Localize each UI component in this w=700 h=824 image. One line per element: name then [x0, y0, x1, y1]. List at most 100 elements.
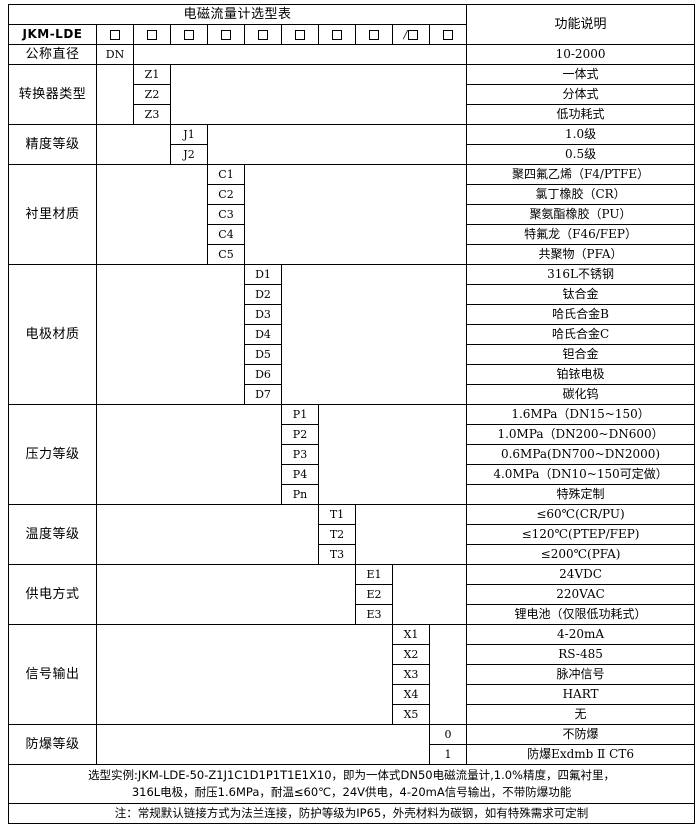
description-cell-10-1: 不防爆: [466, 724, 696, 745]
model-code-checkbox-8[interactable]: [355, 24, 393, 45]
model-code-checkbox-10[interactable]: [428, 24, 468, 45]
description-cell-7-1: ≤60℃(CR/PU): [466, 504, 696, 525]
group-label-4: 衬里材质: [8, 164, 97, 265]
code-cell-4-4[interactable]: C4: [207, 224, 245, 245]
code-cell-8-3[interactable]: E3: [355, 604, 393, 625]
table-row: 转换器类型 Z1 一体式: [8, 64, 696, 125]
code-cell-9-2[interactable]: X2: [392, 644, 430, 665]
table-row: 衬里材质 C1 聚四氟乙烯（F4/PTFE）: [8, 164, 696, 265]
code-cell-9-4[interactable]: X4: [392, 684, 430, 705]
code-cell-9-5[interactable]: X5: [392, 704, 430, 725]
spacer-left-2: [96, 64, 134, 125]
description-cell-6-2: 1.0MPa（DN200~DN600）: [466, 424, 696, 445]
selection-example: 选型实例:JKM-LDE-50-Z1J1C1D1P1T1E1X10，即为一体式D…: [7, 764, 696, 804]
code-cell-6-3[interactable]: P3: [281, 444, 319, 465]
example-row: 选型实例:JKM-LDE-50-Z1J1C1D1P1T1E1X10，即为一体式D…: [7, 764, 696, 804]
table-row: P4 4.0MPa（DN10~150可定做）: [9, 464, 696, 485]
spacer-left-5: [96, 264, 245, 405]
description-cell-6-3: 0.6MPa(DN700~DN2000): [466, 444, 696, 465]
code-cell-6-4[interactable]: P4: [281, 464, 319, 485]
code-cell-6-5[interactable]: Pn: [281, 484, 319, 505]
model-code-checkbox-4[interactable]: [207, 24, 245, 45]
code-cell-5-7[interactable]: D7: [244, 384, 282, 405]
code-cell-9-3[interactable]: X3: [392, 664, 430, 685]
description-cell-5-2: 钛合金: [466, 284, 696, 305]
spacer-left-8: [96, 564, 356, 625]
spec-table: 电磁流量计选型表 功能说明 JKM-LDE / 公称直径 DN 10-2000 转换器类型 Z1…: [7, 4, 696, 824]
code-cell-10-1[interactable]: 0: [428, 724, 468, 745]
selection-example-line1: 选型实例:JKM-LDE-50-Z1J1C1D1P1T1E1X10，即为一体式D…: [88, 767, 615, 782]
note-row: 注：常规默认链接方式为法兰连接，防护等级为IP65，外壳材料为碳钢，如有特殊需求…: [7, 803, 696, 824]
code-cell-7-1[interactable]: T1: [318, 504, 356, 525]
description-cell-9-3: 脉冲信号: [466, 664, 696, 685]
code-cell-5-2[interactable]: D2: [244, 284, 282, 305]
code-cell-5-5[interactable]: D5: [244, 344, 282, 365]
model-code-checkbox-1[interactable]: [96, 24, 134, 45]
table-row: C2 氯丁橡胶（CR）: [9, 184, 696, 205]
table-row: 温度等级 T1 ≤60℃(CR/PU): [8, 504, 696, 565]
description-cell-2-2: 分体式: [466, 84, 696, 105]
table-row: 1 防爆Exdmb Ⅱ CT6: [9, 744, 696, 765]
code-cell-5-4[interactable]: D4: [244, 324, 282, 345]
code-cell-2-2[interactable]: Z2: [133, 84, 171, 105]
code-cell-2-1[interactable]: Z1: [133, 64, 171, 85]
description-cell-6-1: 1.6MPa（DN15~150）: [466, 404, 696, 425]
code-cell-9-1[interactable]: X1: [392, 624, 430, 645]
group-label-3: 精度等级: [8, 124, 97, 165]
code-cell-5-3[interactable]: D3: [244, 304, 282, 325]
spacer-right-1: [132, 44, 468, 65]
spacer-left-10: [96, 724, 430, 765]
description-cell-5-7: 碳化钨: [466, 384, 696, 405]
code-cell-8-2[interactable]: E2: [355, 584, 393, 605]
code-cell-4-3[interactable]: C3: [207, 204, 245, 225]
description-cell-4-2: 氯丁橡胶（CR）: [466, 184, 696, 205]
model-code-checkbox-3[interactable]: [170, 24, 208, 45]
code-cell-5-1[interactable]: D1: [244, 264, 282, 285]
spacer-left-6: [96, 404, 282, 505]
description-cell-9-2: RS-485: [466, 644, 696, 665]
code-cell-6-2[interactable]: P2: [281, 424, 319, 445]
model-code-checkbox-7[interactable]: [318, 24, 356, 45]
spacer-left-4: [96, 164, 208, 265]
group-label-5: 电极材质: [8, 264, 97, 405]
group-label-10: 防爆等级: [8, 724, 97, 765]
model-code-checkbox-2[interactable]: [133, 24, 171, 45]
table-row: D4 哈氏合金C: [9, 324, 696, 345]
model-code-checkbox-5[interactable]: [244, 24, 282, 45]
code-cell-1-1[interactable]: DN: [96, 44, 134, 65]
spacer-left-3: [96, 124, 171, 165]
code-cell-4-5[interactable]: C5: [207, 244, 245, 265]
description-cell-3-1: 1.0级: [466, 124, 696, 145]
description-cell-4-4: 特氟龙（F46/FEP）: [466, 224, 696, 245]
code-cell-8-1[interactable]: E1: [355, 564, 393, 585]
spacer-left-9: [96, 624, 393, 725]
description-cell-8-3: 锂电池（仅限低功耗式）: [466, 604, 696, 625]
table-row: E3 锂电池（仅限低功耗式）: [9, 604, 696, 625]
code-cell-4-2[interactable]: C2: [207, 184, 245, 205]
code-cell-4-1[interactable]: C1: [207, 164, 245, 185]
group-label-6: 压力等级: [8, 404, 97, 505]
table-row: 公称直径 DN 10-2000: [8, 44, 696, 65]
model-code-checkbox-9[interactable]: /: [392, 24, 430, 45]
description-cell-5-5: 钽合金: [466, 344, 696, 365]
group-label-7: 温度等级: [8, 504, 97, 565]
description-cell-7-2: ≤120℃(PTEP/FEP): [466, 524, 696, 545]
code-cell-10-2[interactable]: 1: [428, 744, 468, 765]
table-row: T2 ≤120℃(PTEP/FEP): [9, 524, 696, 545]
function-description-header: 功能说明: [466, 4, 696, 45]
description-cell-5-6: 铂铱电极: [466, 364, 696, 385]
description-cell-9-5: 无: [466, 704, 696, 725]
table-row: X4 HART: [9, 684, 696, 705]
table-row: 供电方式 E1 24VDC: [8, 564, 696, 625]
code-cell-7-2[interactable]: T2: [318, 524, 356, 545]
code-cell-6-1[interactable]: P1: [281, 404, 319, 425]
code-cell-3-1[interactable]: J1: [170, 124, 208, 145]
model-prefix: JKM-LDE: [8, 24, 97, 45]
code-cell-3-2[interactable]: J2: [170, 144, 208, 165]
table-row: 电极材质 D1 316L不锈钢: [8, 264, 696, 405]
code-cell-5-6[interactable]: D6: [244, 364, 282, 385]
code-cell-2-3[interactable]: Z3: [133, 104, 171, 125]
model-code-checkbox-6[interactable]: [281, 24, 319, 45]
code-cell-7-3[interactable]: T3: [318, 544, 356, 565]
